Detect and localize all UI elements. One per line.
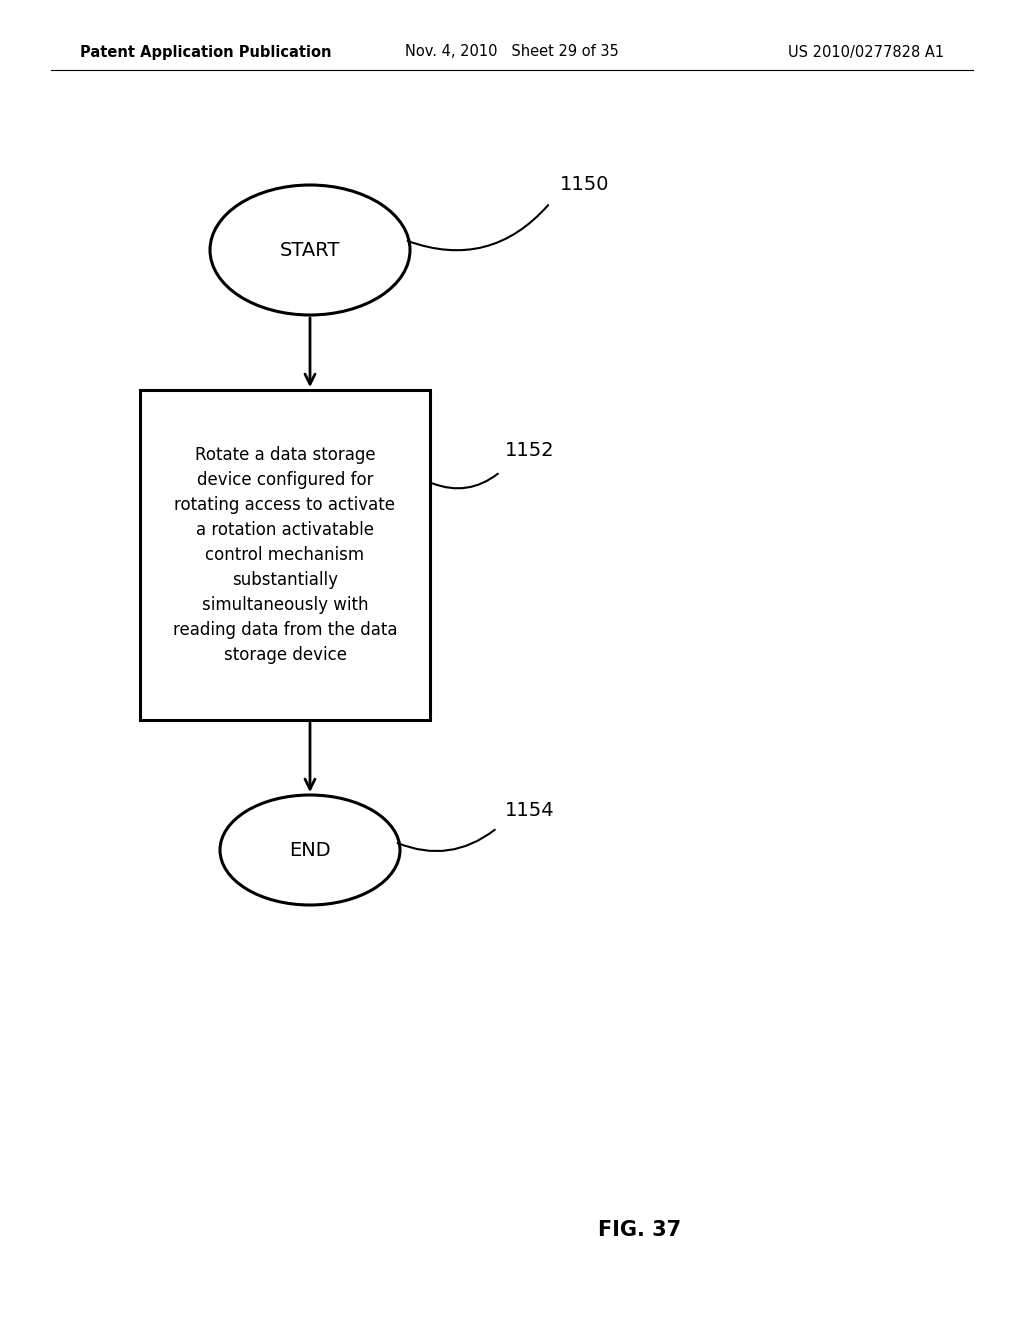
Text: US 2010/0277828 A1: US 2010/0277828 A1 [787,45,944,59]
Bar [140,389,430,719]
Text: FIG. 37: FIG. 37 [598,1220,682,1239]
Text: Rotate a data storage
device configured for
rotating access to activate
a rotati: Rotate a data storage device configured … [173,446,397,664]
Text: 1154: 1154 [505,800,555,820]
Text: START: START [280,240,340,260]
Text: 1152: 1152 [505,441,555,459]
Text: END: END [289,841,331,859]
Text: 1150: 1150 [560,176,609,194]
Text: Nov. 4, 2010   Sheet 29 of 35: Nov. 4, 2010 Sheet 29 of 35 [406,45,618,59]
Text: Patent Application Publication: Patent Application Publication [80,45,332,59]
